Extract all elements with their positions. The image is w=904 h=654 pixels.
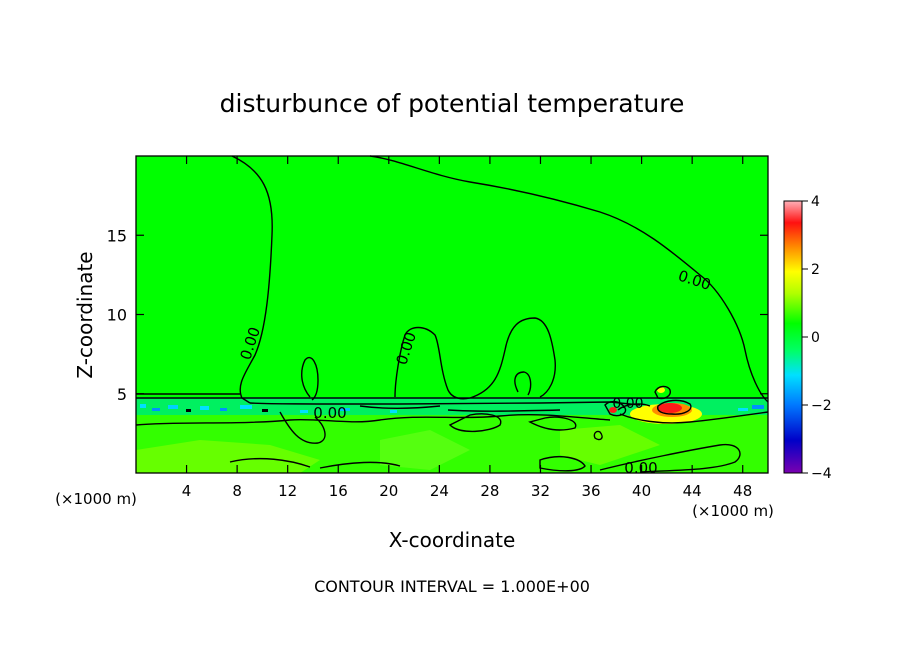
x-axis: 4 8 12 16 20 24 28 32 36 40 44 48: [182, 156, 752, 500]
x-tick-label: 28: [480, 482, 499, 500]
colorbar-tick-label: 4: [811, 194, 820, 210]
y-axis: 5 10 15: [107, 226, 768, 404]
x-tick-label: 48: [733, 482, 752, 500]
colorbar-tick-label: 2: [811, 262, 820, 278]
boundary-layer-patch-3: [560, 425, 660, 465]
x-tick-label: 24: [430, 482, 449, 500]
plot-area: 0.00 0.00 0.00 0.00 0.00 0.00: [135, 155, 769, 477]
x-tick-label: 8: [232, 482, 242, 500]
boundary-layer-patch-2: [380, 430, 470, 470]
y-tick-label: 15: [107, 226, 127, 245]
contour-labels: 0.00 0.00 0.00 0.00 0.00 0.00: [237, 267, 714, 477]
colorbar: 4 2 0 −2 −4: [783, 194, 832, 482]
y-axis-label: Z-coordinate: [73, 251, 97, 378]
x-tick-label: 20: [379, 482, 398, 500]
boundary-layer-patch: [136, 440, 320, 473]
x-tick-label: 4: [182, 482, 192, 500]
contour-interval-note: CONTOUR INTERVAL = 1.000E+00: [314, 577, 590, 596]
colorbar-tick-label: −2: [811, 398, 832, 414]
colorbar-tick-label: 0: [811, 330, 820, 346]
y-tick-label: 10: [107, 306, 127, 325]
x-unit-left: (×1000 m): [55, 490, 137, 508]
x-tick-label: 40: [632, 482, 651, 500]
x-unit-right: (×1000 m): [692, 502, 774, 520]
x-tick-label: 36: [581, 482, 600, 500]
x-tick-label: 12: [278, 482, 297, 500]
x-tick-label: 44: [683, 482, 702, 500]
contour-lines: [135, 155, 769, 473]
contour-label: 0.00: [313, 404, 346, 422]
colorbar-ticks: 4 2 0 −2 −4: [802, 194, 832, 482]
x-axis-label: X-coordinate: [389, 528, 516, 552]
colorbar-gradient: [783, 200, 803, 474]
inversion-noise: [140, 404, 764, 413]
x-tick-label: 32: [531, 482, 550, 500]
chart-title: disturbunce of potential temperature: [220, 89, 685, 118]
colorbar-tick-label: −4: [811, 466, 832, 482]
y-tick-label: 5: [117, 385, 127, 404]
x-tick-label: 16: [329, 482, 348, 500]
contour-label: 0.00: [612, 396, 643, 412]
